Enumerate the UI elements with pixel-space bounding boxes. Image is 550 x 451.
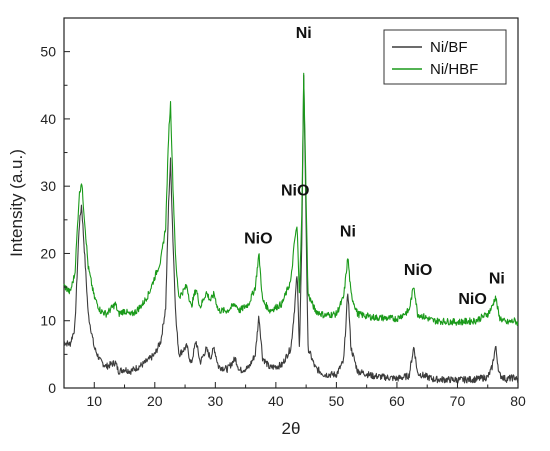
x-tick-label: 40 [268, 393, 284, 409]
y-axis-title: Intensity (a.u.) [7, 149, 26, 257]
y-tick-label: 30 [40, 178, 56, 194]
peak-label-nio: NiO [281, 183, 309, 200]
x-tick-label: 80 [510, 393, 526, 409]
peak-label-nio: NiO [404, 262, 432, 279]
x-tick-label: 20 [147, 393, 163, 409]
x-tick-label: 60 [389, 393, 405, 409]
series-lines [63, 72, 519, 384]
legend-label: Ni/BF [430, 39, 468, 56]
legend-label: Ni/HBF [430, 61, 478, 78]
y-tick-label: 40 [40, 111, 56, 127]
plot-frame [63, 17, 519, 389]
y-tick-label: 10 [40, 313, 56, 329]
peak-label-ni: Ni [340, 224, 356, 241]
series-line-ni-bf [63, 74, 519, 384]
x-tick-label: 70 [450, 393, 466, 409]
peak-label-nio: NiO [458, 291, 486, 308]
x-tick-label: 30 [208, 393, 224, 409]
y-tick-label: 0 [48, 380, 56, 396]
plot-area-border [63, 17, 519, 389]
x-tick-label: 10 [86, 393, 102, 409]
peak-label-ni: Ni [489, 271, 505, 288]
x-axis-title: 2θ [282, 419, 301, 438]
series-line-ni-hbf [63, 72, 519, 327]
y-tick-label: 20 [40, 245, 56, 261]
legend: Ni/BF Ni/HBF [383, 29, 507, 85]
y-tick-label: 50 [40, 44, 56, 60]
axis-ticks: 10 20 30 40 50 60 70 80 0 10 20 30 40 50 [40, 17, 526, 409]
peak-label-nio: NiO [244, 230, 272, 247]
peak-label-ni: Ni [296, 25, 312, 42]
x-tick-label: 50 [329, 393, 345, 409]
legend-box [383, 29, 507, 85]
